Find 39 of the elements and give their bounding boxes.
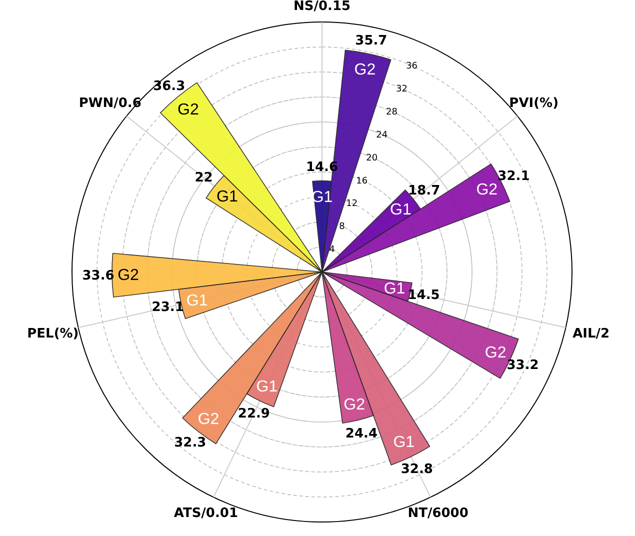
text: 16 [356,176,368,186]
text: 12 [346,199,358,210]
category-label: AIL/2 [572,326,610,342]
data-label: 22.9 [238,406,270,422]
text: G2 [344,396,366,414]
data-label: 33.2 [506,358,539,373]
data-label: 18.7 [408,184,440,199]
data-label: 32.8 [400,462,433,478]
text: G1 [393,434,415,452]
category-label: ATS/0.01 [174,506,238,521]
data-label: 22 [194,170,213,186]
category-label: PVI(%) [509,96,559,112]
data-label: 14.5 [408,288,440,304]
text: 8 [339,222,346,232]
text: G2 [198,410,220,428]
data-label: 35.7 [355,33,388,48]
text: G2 [118,266,139,284]
text: 24 [376,130,388,140]
category-label: NT/6000 [408,506,468,521]
text: G2 [476,181,498,198]
category-label: NS/0.15 [293,0,351,14]
text: 36 [406,62,418,72]
data-label: 32.3 [174,436,206,451]
text: G1 [186,292,208,310]
text: G2 [484,344,506,362]
text: 32 [396,84,408,95]
data-label: 36.3 [153,79,186,94]
text: 28 [386,108,398,118]
data-label: 32.1 [498,169,530,184]
text: G1 [216,188,238,206]
text: 4 [329,245,336,256]
text: 20 [366,153,378,164]
text: G1 [256,378,278,396]
text: G2 [354,62,376,79]
category-label: PEL(%) [27,326,79,342]
data-label: 24.4 [345,426,378,442]
text: G1 [390,201,412,218]
text: G1 [384,280,406,298]
text: G2 [178,101,199,118]
